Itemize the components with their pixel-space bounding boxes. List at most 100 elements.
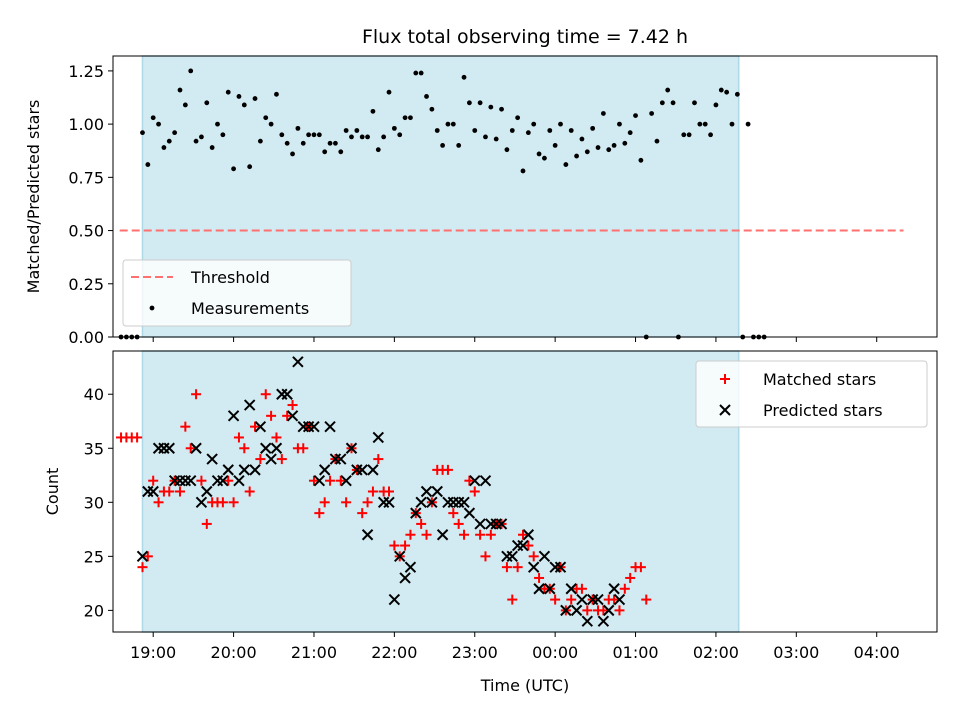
- measurement-point: [659, 100, 665, 106]
- measurement-point: [322, 149, 328, 155]
- measurement-point: [692, 100, 697, 106]
- measurement-point: [708, 132, 713, 138]
- count-legend: Matched stars Predicted stars: [695, 360, 928, 428]
- matched-star-point: [576, 583, 587, 594]
- matched-star-point: [528, 551, 539, 562]
- predicted-star-point: [249, 464, 261, 476]
- legend-matched-swatch: [720, 374, 730, 384]
- measurement-point: [627, 130, 633, 136]
- x-tick-label: 20:00: [211, 643, 257, 662]
- matched-star-point: [223, 475, 234, 486]
- measurement-point: [488, 104, 494, 110]
- matched-star-point: [501, 562, 512, 573]
- measurement-point: [681, 132, 687, 138]
- measurement-point: [622, 140, 628, 146]
- matched-star-point: [475, 529, 486, 540]
- predicted-star-point: [420, 485, 433, 498]
- measurement-point: [274, 91, 279, 97]
- predicted-star-point: [431, 485, 443, 498]
- measurement-point: [584, 149, 590, 155]
- predicted-star-point: [436, 529, 449, 541]
- measurement-point: [354, 128, 360, 133]
- measurement-point: [247, 164, 253, 170]
- measurement-point: [193, 138, 199, 144]
- predicted-star-point: [243, 399, 256, 411]
- legend-measurements-swatch: [149, 305, 155, 311]
- matched-star-point: [185, 443, 196, 454]
- matched-star-point: [442, 464, 453, 475]
- matched-star-point: [282, 410, 293, 421]
- matched-star-point: [641, 594, 652, 605]
- predicted-star-point: [383, 496, 395, 509]
- matched-star-point: [389, 540, 400, 551]
- measurement-point: [220, 132, 226, 138]
- measurement-point: [413, 70, 419, 76]
- matched-star-point: [566, 594, 577, 605]
- measurement-point: [606, 147, 612, 153]
- matched-star-point: [298, 443, 309, 454]
- predicted-star-point: [603, 604, 615, 617]
- predicted-star-point: [576, 593, 588, 606]
- measurement-point: [327, 140, 333, 146]
- measurement-point: [590, 125, 596, 131]
- predicted-star-point: [517, 539, 529, 552]
- measurement-point: [665, 87, 671, 93]
- measurement-point: [670, 100, 676, 106]
- matched-star-point: [373, 454, 384, 465]
- measurement-point: [284, 140, 290, 146]
- matched-star-point: [517, 529, 528, 540]
- predicted-star-point: [313, 474, 326, 487]
- predicted-star-point: [570, 604, 583, 617]
- matched-star-point: [287, 400, 298, 411]
- measurement-point: [499, 106, 504, 112]
- measurement-point: [654, 138, 660, 144]
- predicted-star-point: [565, 583, 577, 595]
- predicted-star-point: [399, 572, 411, 584]
- ratio-x-ticks: [152, 337, 878, 342]
- measurement-point: [418, 70, 424, 76]
- matched-star-point: [480, 551, 491, 562]
- measurement-point: [359, 134, 365, 140]
- ratio-y-ticks: 0.00 0.25 0.50 0.75 1.00 1.25: [68, 62, 113, 347]
- measurement-point: [547, 128, 553, 133]
- predicted-star-point: [217, 474, 229, 487]
- predicted-star-point: [597, 615, 610, 627]
- measurement-point: [306, 132, 312, 138]
- measurement-point: [542, 155, 547, 161]
- measurement-point: [391, 125, 397, 131]
- measurement-point: [375, 147, 381, 153]
- measurement-point: [370, 108, 376, 114]
- measurement-point: [199, 134, 204, 140]
- matched-star-point: [325, 475, 336, 486]
- predicted-star-point: [260, 442, 272, 454]
- measurement-point: [493, 136, 499, 142]
- matched-star-point: [523, 540, 534, 551]
- predicted-star-point: [345, 442, 358, 454]
- measurement-point: [166, 138, 172, 144]
- matched-star-point: [459, 529, 470, 540]
- measurement-point: [429, 106, 435, 112]
- matched-star-point: [266, 410, 277, 421]
- ratio-panel-frame: [112, 55, 938, 338]
- matched-star-point: [453, 518, 464, 529]
- measurement-point: [440, 143, 445, 148]
- matched-star-point: [635, 562, 646, 573]
- predicted-star-point: [163, 442, 175, 454]
- matched-star-point: [174, 486, 185, 497]
- matched-star-point: [609, 594, 620, 605]
- measurement-point: [461, 74, 467, 80]
- measurement-point: [231, 166, 236, 172]
- predicted-star-point: [560, 604, 572, 617]
- measurement-point: [215, 121, 220, 127]
- ratio-panel: 0.00 0.25 0.50 0.75 1.00 1.25 Flux total obse…: [24, 26, 938, 347]
- measurement-point: [150, 115, 156, 121]
- measurement-point: [316, 132, 322, 138]
- matched-star-point: [619, 583, 630, 594]
- matched-star-point: [137, 562, 148, 573]
- measurement-point: [734, 91, 740, 97]
- measurement-point: [188, 68, 194, 74]
- matched-star-point: [362, 497, 373, 508]
- predicted-star-point: [340, 474, 352, 487]
- predicted-star-point: [538, 550, 551, 563]
- measurement-point: [724, 89, 730, 95]
